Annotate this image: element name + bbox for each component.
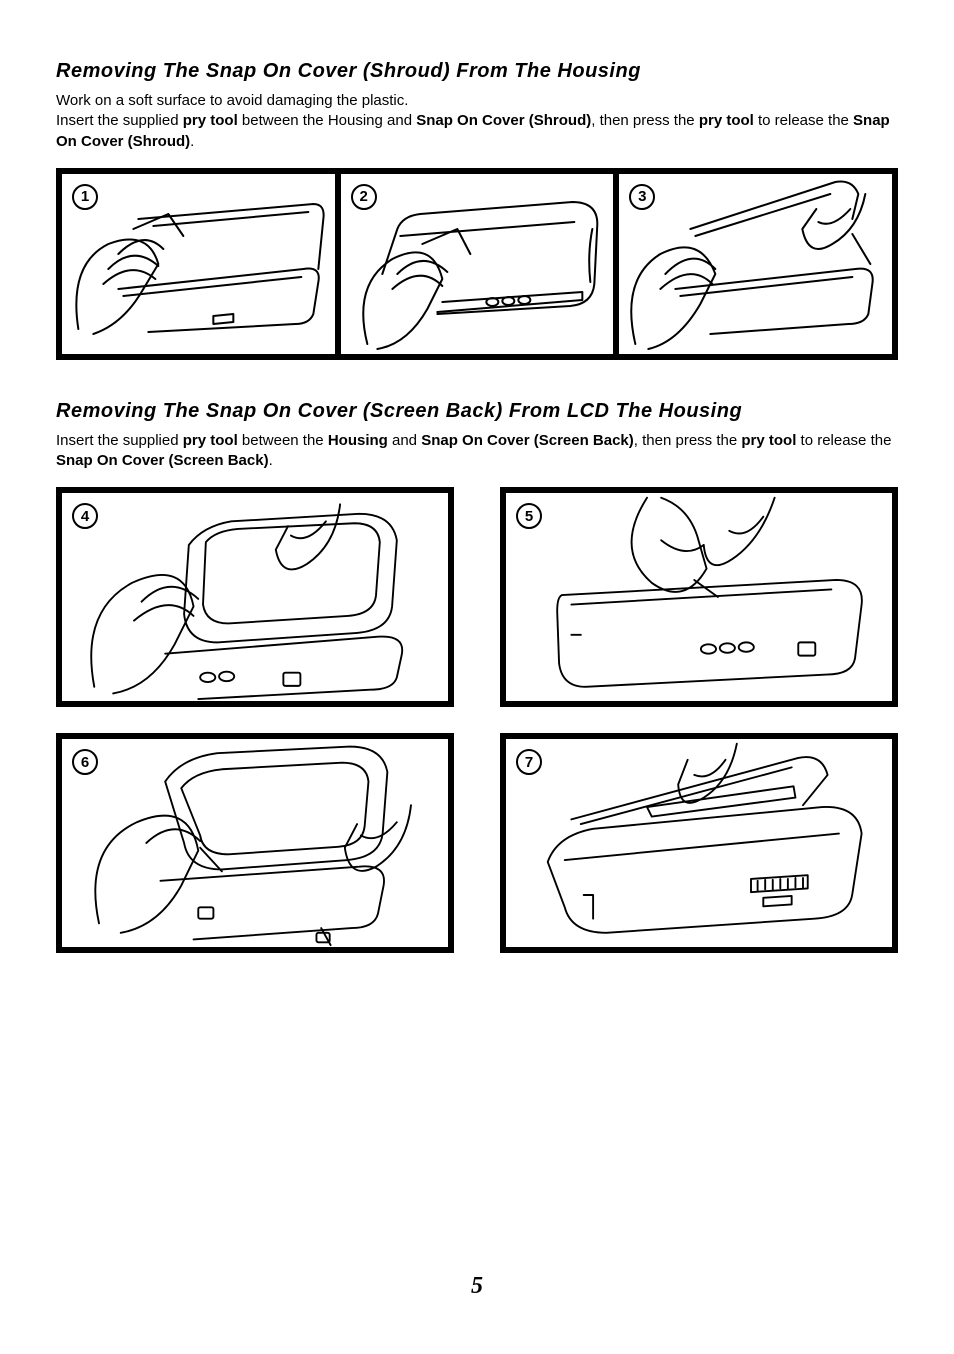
- bold-term: pry tool: [183, 432, 238, 449]
- text: Work on a soft surface to avoid damaging…: [56, 92, 408, 109]
- step-panel-1: 1: [62, 174, 335, 354]
- step-badge: 1: [72, 184, 98, 210]
- illustration-screen-pry-left: [62, 493, 448, 701]
- bold-term: pry tool: [699, 112, 754, 129]
- text: , then press the: [591, 112, 699, 129]
- illustration-screen-pry-top: [506, 493, 892, 701]
- illustration-screen-pry-bottom: [62, 739, 448, 947]
- illustration-lift-shroud: [619, 174, 892, 354]
- illustration-pry-side: [62, 174, 335, 354]
- text: between the: [238, 432, 328, 449]
- section2-title: Removing The Snap On Cover (Screen Back)…: [56, 400, 898, 423]
- illustration-pry-front: [341, 174, 614, 354]
- bold-term: Housing: [328, 432, 388, 449]
- section1-panel-row: 1 2 3: [56, 168, 898, 360]
- text: to release the: [796, 432, 891, 449]
- page-number: 5: [0, 1273, 954, 1300]
- step-panel-5: 5: [500, 487, 898, 707]
- step-panel-6: 6: [56, 733, 454, 953]
- section1-body: Work on a soft surface to avoid damaging…: [56, 91, 898, 152]
- bold-term: Snap On Cover (Screen Back): [421, 432, 634, 449]
- step-panel-7: 7: [500, 733, 898, 953]
- text: to release the: [754, 112, 853, 129]
- text: , then press the: [634, 432, 742, 449]
- step-badge: 3: [629, 184, 655, 210]
- step-badge: 2: [351, 184, 377, 210]
- text: .: [269, 452, 273, 469]
- bold-term: Snap On Cover (Screen Back): [56, 452, 269, 469]
- section2-body: Insert the supplied pry tool between the…: [56, 431, 898, 472]
- section1-title: Removing The Snap On Cover (Shroud) From…: [56, 60, 898, 83]
- illustration-screen-lifted: [506, 739, 892, 947]
- text: .: [190, 133, 194, 150]
- text: between the Housing and: [238, 112, 416, 129]
- text: Insert the supplied: [56, 112, 183, 129]
- text: Insert the supplied: [56, 432, 183, 449]
- text: and: [388, 432, 421, 449]
- bold-term: pry tool: [741, 432, 796, 449]
- bold-term: Snap On Cover (Shroud): [416, 112, 591, 129]
- section2-panel-grid: 4 5: [56, 487, 898, 953]
- step-panel-2: 2: [335, 174, 614, 354]
- bold-term: pry tool: [183, 112, 238, 129]
- step-panel-3: 3: [613, 174, 892, 354]
- step-panel-4: 4: [56, 487, 454, 707]
